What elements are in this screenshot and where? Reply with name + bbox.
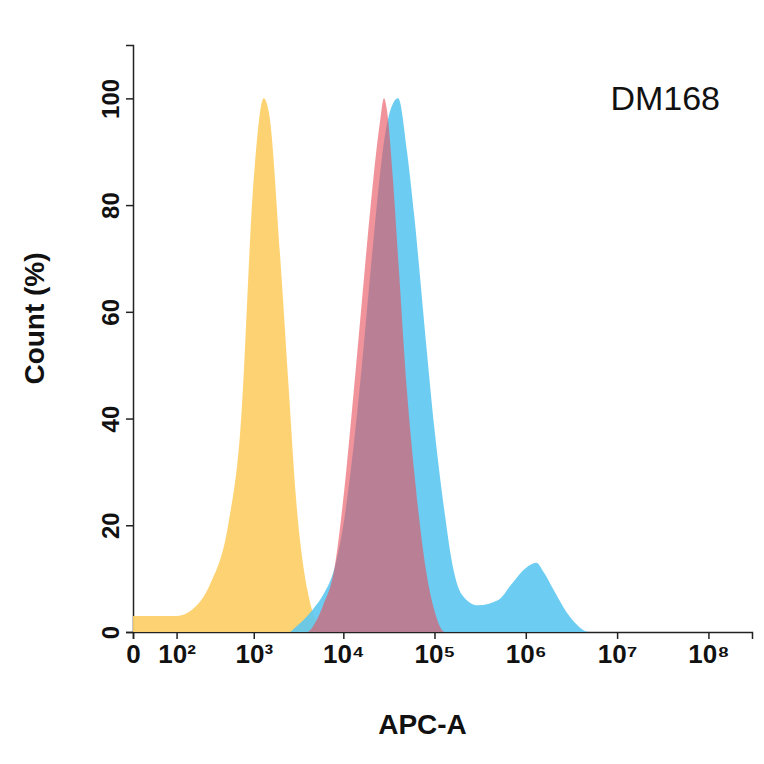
x-tick-label: 10⁵ — [414, 639, 455, 669]
y-tick-mark — [126, 525, 133, 527]
y-tick-mark — [126, 98, 133, 100]
y-tick: 40 — [97, 406, 133, 433]
y-tick-label: 80 — [97, 192, 124, 219]
x-tick-mark — [526, 632, 528, 639]
y-axis: 0 20 40 60 80 100 — [97, 46, 134, 640]
x-tick: 10³ — [235, 632, 273, 669]
y-tick: 80 — [97, 192, 133, 219]
x-tick-mark — [176, 632, 178, 639]
y-tick-mark — [126, 312, 133, 314]
y-tick-label: 60 — [97, 299, 124, 326]
x-tick: 0 — [126, 632, 140, 669]
y-tick-label: 100 — [97, 79, 124, 119]
x-tick: 10⁸ — [688, 632, 729, 669]
x-axis-line — [134, 633, 753, 640]
y-tick-mark — [126, 632, 133, 634]
x-axis-title: APC-A — [378, 709, 467, 740]
x-tick-mark — [708, 632, 710, 639]
x-tick: 10² — [158, 632, 196, 669]
x-tick-label: 10⁶ — [506, 639, 547, 669]
y-tick-mark — [126, 418, 133, 420]
x-tick-label: 0 — [126, 639, 140, 669]
x-tick: 10⁶ — [506, 632, 547, 669]
chart: 0 10² 10³ 10⁴ 10⁵ 10⁶ 10⁷ 10⁸ 0 20 40 60 80 100 DM168 A… — [0, 0, 764, 764]
y-tick: 100 — [97, 79, 133, 119]
x-tick-label: 10⁷ — [598, 639, 638, 669]
y-axis-line — [126, 46, 134, 633]
y-tick: 0 — [97, 626, 133, 639]
y-tick-label: 0 — [97, 626, 124, 639]
x-tick-mark — [617, 632, 619, 639]
y-tick: 60 — [97, 299, 133, 326]
y-tick-mark — [126, 205, 133, 207]
x-tick: 10⁷ — [598, 632, 638, 669]
histogram-area — [133, 98, 617, 632]
y-axis-title: Count (%) — [19, 252, 50, 384]
x-tick-label: 10³ — [235, 639, 273, 669]
plot: 0 10² 10³ 10⁴ 10⁵ 10⁶ 10⁷ 10⁸ 0 20 40 60 80 100 — [97, 46, 753, 670]
x-tick-label: 10⁸ — [688, 639, 729, 669]
y-tick: 20 — [97, 512, 133, 539]
x-tick: 10⁴ — [323, 632, 365, 669]
chart-title: DM168 — [610, 79, 720, 117]
x-tick-label: 10² — [158, 639, 196, 669]
x-tick: 10⁵ — [414, 632, 455, 669]
x-axis: 0 10² 10³ 10⁴ 10⁵ 10⁶ 10⁷ 10⁸ — [126, 632, 752, 669]
x-tick-mark — [343, 632, 345, 639]
histogram-area — [133, 98, 617, 632]
y-tick-label: 20 — [97, 512, 124, 539]
x-tick-mark — [434, 632, 436, 639]
y-tick-label: 40 — [97, 406, 124, 433]
x-tick-mark — [253, 632, 255, 639]
series-group — [133, 98, 617, 632]
x-tick-label: 10⁴ — [323, 639, 365, 669]
histogram-area — [133, 98, 617, 632]
